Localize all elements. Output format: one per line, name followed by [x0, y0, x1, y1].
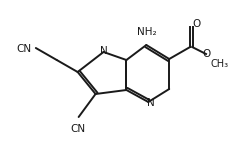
Text: CN: CN — [17, 44, 32, 54]
Text: N: N — [100, 46, 107, 56]
Text: O: O — [192, 19, 200, 29]
Text: CH₃: CH₃ — [210, 59, 228, 69]
Text: NH₂: NH₂ — [137, 27, 156, 37]
Text: N: N — [147, 98, 155, 108]
Text: CN: CN — [70, 124, 85, 134]
Text: O: O — [202, 49, 210, 59]
